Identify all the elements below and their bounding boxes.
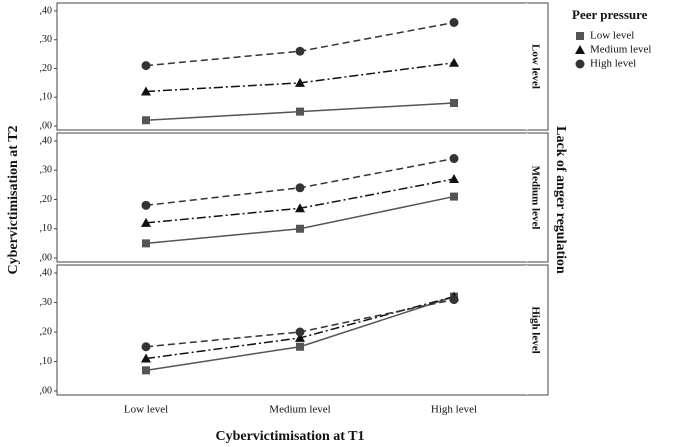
marker xyxy=(141,61,151,71)
panel-label: Medium level xyxy=(529,166,541,230)
x-axis-title: Cybervictimisation at T1 xyxy=(215,429,364,444)
legend-label: Low level xyxy=(590,30,634,42)
legend-label: Medium level xyxy=(590,44,651,56)
marker xyxy=(449,154,459,164)
marker xyxy=(141,342,151,352)
marker xyxy=(295,203,305,213)
marker xyxy=(295,332,305,342)
marker xyxy=(449,57,459,67)
y-tick-label: ,40 xyxy=(40,135,53,146)
marker xyxy=(141,200,151,210)
series-line xyxy=(145,21,455,67)
y-tick-label: ,10 xyxy=(40,92,53,103)
marker xyxy=(142,366,150,375)
marker xyxy=(449,18,459,27)
y-tick-label: ,40 xyxy=(40,267,53,278)
marker xyxy=(295,327,305,337)
marker xyxy=(141,86,151,96)
y-tick-label: ,00 xyxy=(40,120,53,131)
y-tick-label: ,30 xyxy=(40,297,53,308)
marker xyxy=(142,116,150,125)
marker xyxy=(295,183,305,193)
marker xyxy=(296,342,304,351)
y-tick-label: ,10 xyxy=(40,223,53,234)
marker xyxy=(449,295,459,305)
y-tick-label: ,20 xyxy=(40,194,53,205)
marker xyxy=(450,99,458,107)
marker xyxy=(295,46,305,56)
x-tick-label: Low level xyxy=(124,404,168,416)
marker xyxy=(575,45,585,54)
marker xyxy=(576,32,584,40)
panel-frame xyxy=(56,2,549,131)
x-tick-label: High level xyxy=(431,404,477,416)
marker xyxy=(449,174,459,184)
marker xyxy=(296,224,304,233)
y-tick-label: ,00 xyxy=(40,252,53,263)
series-line xyxy=(145,157,455,207)
panel-label: Low level xyxy=(529,44,541,89)
y-tick-label: ,30 xyxy=(40,34,53,45)
x-tick-label: Medium level xyxy=(269,404,330,416)
y-tick-label: ,00 xyxy=(40,385,53,396)
panel-label: High level xyxy=(529,306,541,353)
panel-frame xyxy=(56,132,549,263)
y-tick-label: ,30 xyxy=(40,165,53,176)
marker xyxy=(296,107,304,116)
panel-frame xyxy=(56,264,549,396)
legend-label: High level xyxy=(590,58,636,70)
legend-title: Peer pressure xyxy=(572,7,648,22)
marker xyxy=(141,353,151,363)
marker xyxy=(295,77,305,87)
y-tick-label: ,20 xyxy=(40,63,53,74)
y-tick-label: ,40 xyxy=(40,5,53,16)
y-tick-label: ,10 xyxy=(40,356,53,367)
facet-title: Lack of anger regulation xyxy=(553,126,568,274)
marker xyxy=(142,239,150,248)
y-tick-label: ,20 xyxy=(40,326,53,337)
y-axis-title: Cybervictimisation at T2 xyxy=(6,125,21,274)
marker xyxy=(450,192,458,201)
marker xyxy=(141,217,151,227)
marker xyxy=(575,59,585,69)
series-line xyxy=(145,62,455,93)
